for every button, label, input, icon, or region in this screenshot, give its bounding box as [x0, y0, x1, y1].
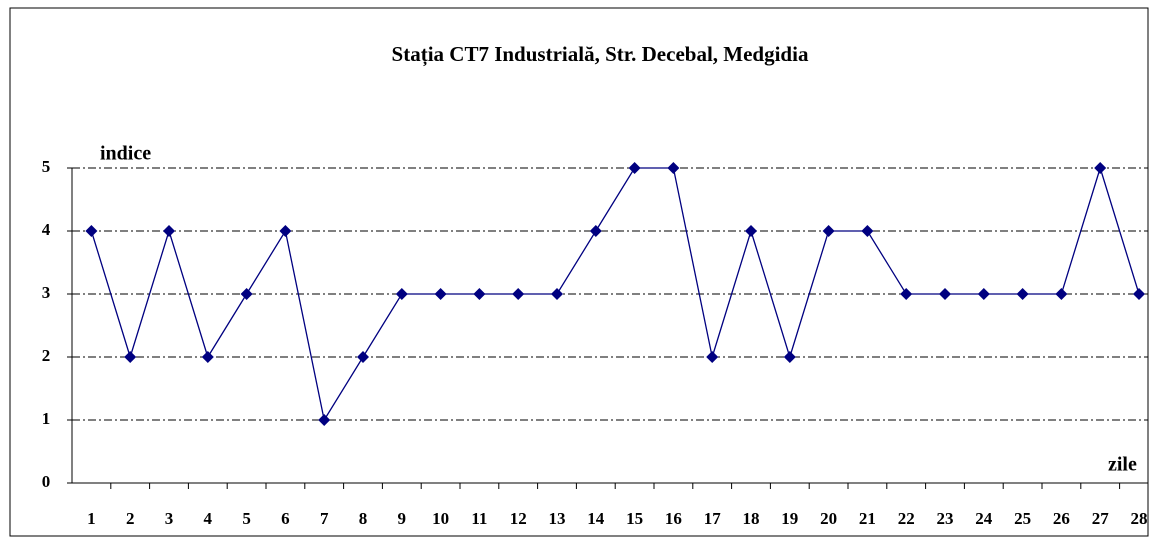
marker — [939, 288, 951, 300]
marker — [551, 288, 563, 300]
x-tick-label: 17 — [704, 509, 722, 528]
x-tick-label: 2 — [126, 509, 135, 528]
x-tick-label: 1 — [87, 509, 96, 528]
x-tick-label: 15 — [626, 509, 643, 528]
x-tick-label: 11 — [471, 509, 487, 528]
y-tick-label: 4 — [42, 220, 51, 239]
x-tick-label: 7 — [320, 509, 329, 528]
marker — [628, 162, 641, 174]
x-tick-label: 13 — [549, 509, 566, 528]
x-tick-label: 27 — [1092, 509, 1110, 528]
x-axis-label: zile — [1108, 454, 1137, 476]
marker — [783, 351, 796, 363]
marker — [512, 288, 525, 300]
marker — [357, 351, 369, 363]
marker — [163, 225, 175, 237]
x-tick-label: 20 — [820, 509, 837, 528]
y-tick-label: 1 — [42, 409, 51, 428]
marker — [1094, 162, 1107, 174]
marker — [977, 288, 990, 300]
x-tick-label: 12 — [510, 509, 527, 528]
marker — [318, 414, 331, 426]
x-tick-label: 26 — [1053, 509, 1070, 528]
marker — [706, 351, 719, 363]
marker — [667, 162, 680, 174]
x-tick-label: 19 — [781, 509, 798, 528]
x-tick-label: 6 — [281, 509, 290, 528]
marker — [85, 225, 98, 237]
x-tick-label: 24 — [975, 509, 993, 528]
y-tick-label: 5 — [42, 157, 51, 176]
marker — [201, 351, 214, 363]
marker — [473, 288, 486, 300]
marker — [900, 288, 913, 300]
y-tick-label: 0 — [42, 472, 51, 491]
marker — [745, 225, 757, 237]
chart-title: Stația CT7 Industrială, Str. Decebal, Me… — [392, 42, 809, 67]
marker — [240, 288, 253, 300]
x-tick-label: 21 — [859, 509, 876, 528]
x-tick-label: 4 — [204, 509, 213, 528]
x-tick-label: 9 — [398, 509, 407, 528]
marker — [279, 225, 292, 237]
x-tick-label: 10 — [432, 509, 449, 528]
line — [90, 165, 1140, 422]
x-tick-label: 8 — [359, 509, 368, 528]
marker — [1016, 288, 1029, 300]
chart-border — [9, 7, 1149, 537]
marker — [395, 288, 408, 300]
y-axis-label: indice — [100, 143, 151, 165]
x-tick-label: 18 — [743, 509, 760, 528]
x-tick-label: 23 — [937, 509, 954, 528]
marker — [822, 225, 835, 237]
x-tick-label: 25 — [1014, 509, 1031, 528]
x-tick-label: 16 — [665, 509, 682, 528]
marker — [1055, 288, 1068, 300]
marker — [124, 351, 137, 363]
x-tick-label: 14 — [587, 509, 605, 528]
x-tick-label: 22 — [898, 509, 915, 528]
x-tick-label: 28 — [1131, 509, 1148, 528]
marker — [434, 288, 447, 300]
marker — [861, 225, 874, 237]
y-tick-label: 2 — [42, 346, 51, 365]
marker — [589, 225, 602, 237]
marker — [1133, 288, 1145, 300]
x-tick-label: 3 — [165, 509, 174, 528]
x-tick-label: 5 — [242, 509, 251, 528]
y-tick-label: 3 — [42, 283, 51, 302]
